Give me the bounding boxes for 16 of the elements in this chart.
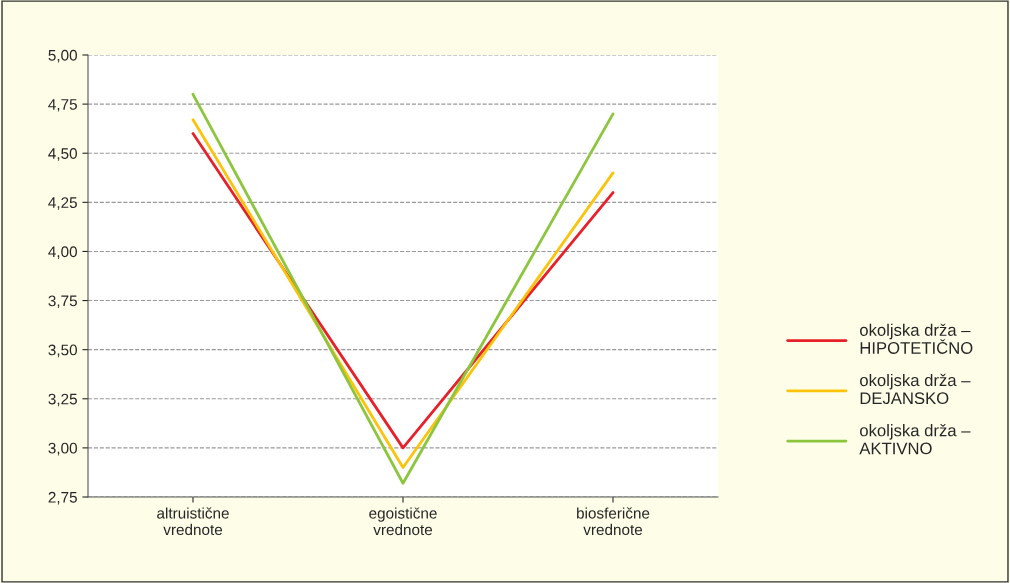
legend-label: okoljska drža – HIPOTETIČNO — [860, 323, 973, 354]
y-tick-label: 4,50 — [48, 148, 77, 161]
y-tick-label: 4,75 — [48, 99, 77, 112]
y-tick-label: 5,00 — [48, 49, 77, 63]
y-tick-label: 3,25 — [48, 393, 77, 407]
x-tick-label: biosferične vrednote — [577, 507, 650, 536]
y-tick-label: 2,75 — [48, 491, 77, 505]
legend-label: okoljska drža – DEJANSKO — [860, 373, 971, 405]
y-tick-label: 3,50 — [48, 344, 77, 358]
y-tick-label: 4,25 — [48, 197, 77, 210]
y-tick-label: 4,00 — [48, 246, 77, 259]
y-tick-label: 3,00 — [48, 442, 77, 456]
y-tick-label: 3,75 — [48, 295, 77, 309]
legend-label: okoljska drža – AKTIVNO — [859, 424, 971, 455]
x-tick-label: altruistične vrednote — [157, 507, 229, 536]
x-tick-label: egoistične vrednote — [369, 507, 437, 536]
